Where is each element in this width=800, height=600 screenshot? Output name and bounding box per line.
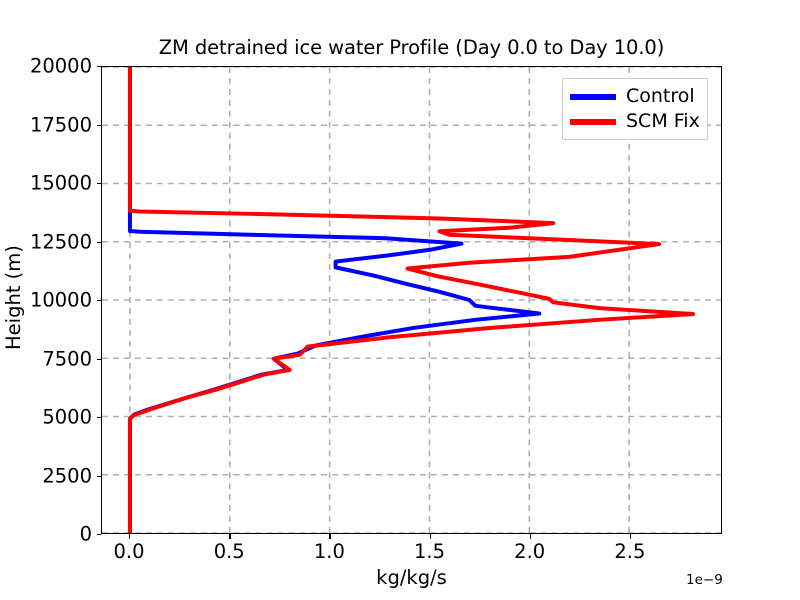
y-tick-label: 7500 [42, 347, 92, 370]
x-tick-mark [429, 534, 431, 539]
data-series-container [127, 67, 696, 533]
legend-label: Control [626, 85, 695, 107]
legend-color-swatch [570, 93, 616, 100]
x-tick-label: 1.5 [414, 540, 446, 563]
y-axis-tick-labels: 0 2500 5000 7500 10000 12500 15000 17500 20000 [0, 55, 92, 546]
data-series-line [127, 67, 542, 533]
x-axis-offset-text: 1e−9 [686, 572, 723, 588]
x-tick-mark [129, 534, 131, 539]
legend-color-swatch [570, 118, 616, 125]
x-tick-mark [529, 534, 531, 539]
legend-entry[interactable]: Control [570, 84, 700, 109]
y-tick-label: 2500 [42, 464, 92, 487]
y-tick-label: 0 [79, 522, 92, 546]
x-tick-mark [629, 534, 632, 539]
x-tick-mark [229, 534, 231, 539]
data-series-line [127, 67, 696, 533]
chart-legend: Control SCM Fix [562, 78, 708, 140]
y-tick-mark [96, 534, 101, 536]
legend-label: SCM Fix [626, 110, 700, 132]
y-tick-label: 10000 [29, 288, 92, 312]
x-tick-label: 0.5 [213, 540, 245, 563]
x-tick-label: 1.0 [313, 540, 345, 563]
x-tick-label: 2.0 [514, 540, 546, 563]
plot-area [101, 66, 722, 534]
y-tick-label: 20000 [29, 54, 92, 78]
x-axis-tick-labels: 0.0 0.5 1.0 1.5 2.0 2.5 [101, 540, 722, 566]
y-tick-label: 15000 [29, 171, 92, 195]
y-tick-label: 5000 [42, 405, 92, 429]
x-tick-label: 2.5 [614, 540, 646, 563]
x-axis-label: kg/kg/s [376, 566, 447, 589]
y-tick-label: 12500 [29, 230, 92, 253]
x-tick-label: 0.0 [113, 540, 145, 563]
chart-title: ZM detrained ice water Profile (Day 0.0 … [158, 36, 665, 59]
x-tick-mark [329, 534, 331, 539]
y-tick-label: 17500 [29, 113, 92, 136]
legend-entry[interactable]: SCM Fix [570, 109, 700, 134]
